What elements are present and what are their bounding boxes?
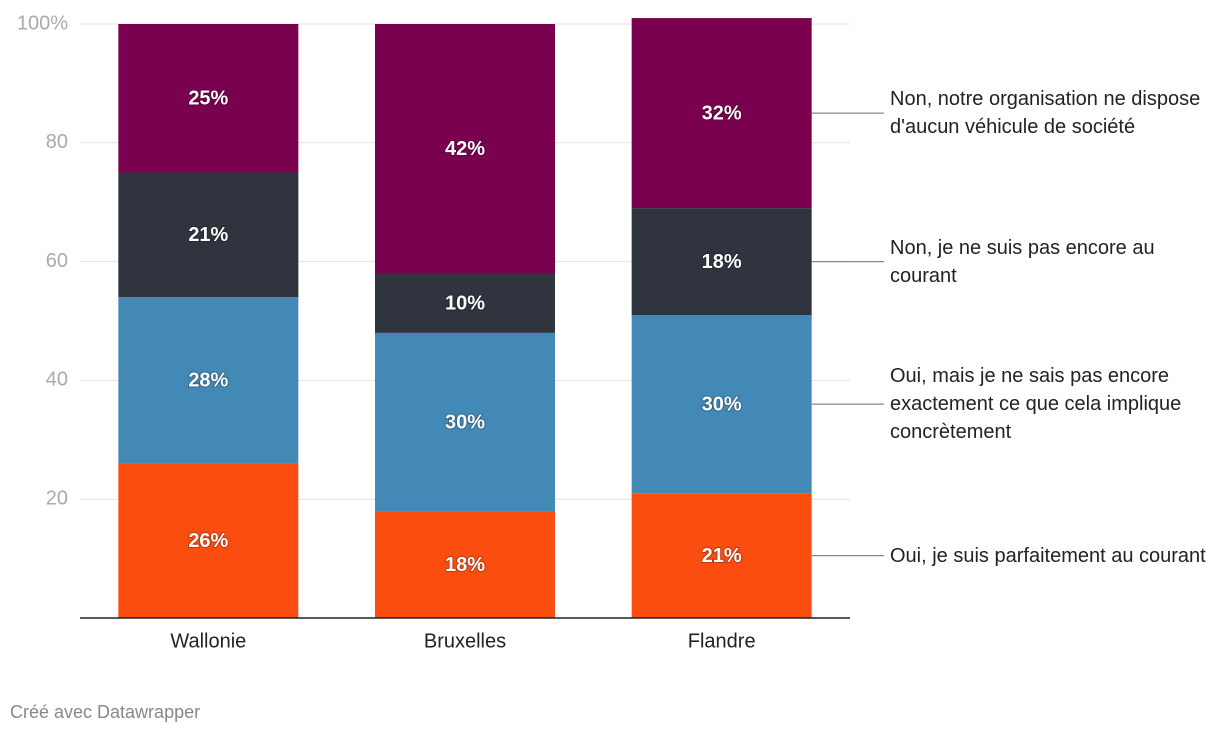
data-label: 32%: [702, 102, 742, 124]
credit: Créé avec Datawrapper: [10, 702, 201, 722]
y-tick-label: 80: [46, 131, 68, 153]
bar-segment: [631, 18, 812, 209]
data-label: 21%: [702, 545, 742, 567]
data-label: 21%: [188, 224, 228, 246]
data-label: 18%: [445, 554, 485, 576]
bar-segment: [118, 172, 299, 298]
bar-segment: [118, 297, 299, 464]
data-label: 25%: [188, 88, 228, 110]
data-label: 42%: [445, 138, 485, 160]
bar-segment: [375, 511, 555, 618]
bar-segment: [118, 24, 299, 173]
bar-segment: [375, 24, 555, 274]
data-label: 30%: [702, 393, 742, 415]
data-label: 30%: [445, 411, 485, 433]
x-tick-label: Bruxelles: [424, 630, 506, 652]
bar-segment: [631, 493, 812, 618]
y-tick-label: 40: [46, 369, 68, 391]
bar-segment: [118, 463, 299, 618]
data-label: 18%: [702, 251, 742, 273]
data-label: 10%: [445, 292, 485, 314]
data-label: 28%: [188, 370, 228, 392]
y-tick-label: 60: [46, 250, 68, 272]
y-tick-label: 100%: [17, 12, 68, 34]
bar-segment: [375, 273, 555, 333]
x-tick-label: Flandre: [688, 630, 756, 652]
bar-segment: [375, 332, 555, 512]
bar-segment: [631, 315, 812, 494]
legend-label: Oui, je suis parfaitement au courant: [890, 544, 1206, 567]
data-label: 26%: [188, 530, 228, 552]
legend-label: Non, notre organisation ne dispose d'auc…: [890, 88, 1201, 139]
legend-label: Oui, mais je ne sais pas encore exacteme…: [890, 365, 1182, 444]
x-tick-label: Wallonie: [170, 630, 246, 652]
bar-segment: [631, 208, 812, 316]
legend-label: Non, je ne suis pas encore au courant: [890, 236, 1155, 287]
y-tick-label: 20: [46, 487, 68, 509]
